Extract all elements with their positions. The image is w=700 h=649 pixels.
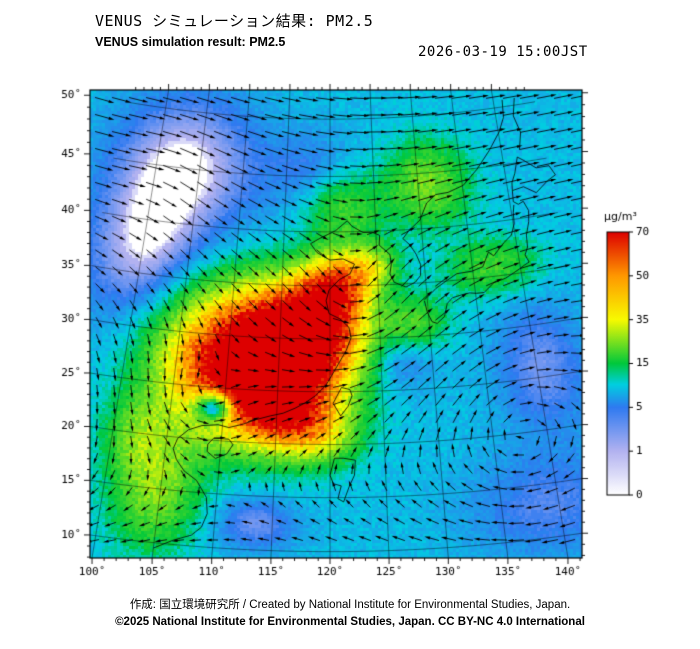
credit-line: 作成: 国立環境研究所 / Created by National Instit… xyxy=(129,599,571,611)
copyright-line: ©2025 National Institute for Environment… xyxy=(115,616,585,628)
